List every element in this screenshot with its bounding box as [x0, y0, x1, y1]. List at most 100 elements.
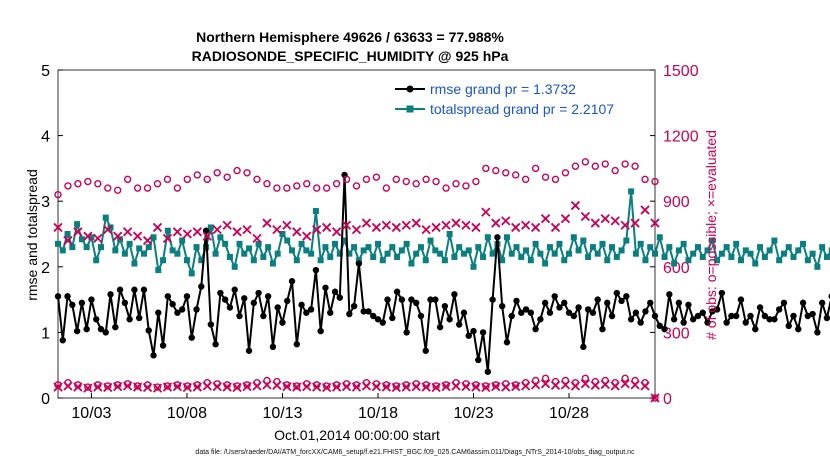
obs-evaluated-point — [580, 211, 590, 222]
obs-evaluated-low-point — [620, 379, 630, 389]
obs-evaluated-point — [361, 218, 372, 228]
rmse-point — [790, 312, 797, 320]
spread-point — [427, 237, 434, 244]
obs-evaluated-low-point — [232, 382, 242, 393]
rmse-point — [135, 314, 143, 322]
obs-evaluated-point — [132, 231, 143, 241]
obs-evaluated-low-point — [73, 382, 83, 392]
legend-spread-marker — [406, 105, 414, 113]
obs-possible-point — [541, 173, 550, 181]
rmse-point — [370, 312, 377, 320]
obs-possible-low-point — [133, 382, 142, 390]
spread-point — [819, 244, 826, 251]
spread-point — [260, 253, 267, 260]
spread-point — [446, 231, 453, 237]
rmse-point — [155, 309, 162, 316]
spread-point — [623, 237, 630, 244]
obs-evaluated-low-point — [93, 382, 103, 392]
obs-evaluated-low-point — [640, 381, 650, 391]
obs-evaluated-point — [650, 218, 660, 228]
obs-possible-point — [163, 175, 172, 184]
spread-point — [561, 257, 568, 264]
rmse-point — [561, 299, 568, 307]
rmse-point — [188, 334, 195, 341]
rmse-point — [647, 299, 654, 307]
spread-point — [308, 250, 315, 257]
obs-possible-low-point — [233, 382, 241, 390]
obs-evaluated-point — [431, 222, 441, 233]
spread-point — [212, 250, 219, 257]
spread-point — [351, 244, 358, 251]
obs-possible-point — [621, 160, 629, 168]
obs-evaluated-point — [292, 227, 302, 237]
obs-evaluated-point — [242, 224, 252, 235]
rmse-point — [226, 304, 234, 311]
obs-possible-point — [462, 182, 470, 190]
obs-possible-point — [332, 180, 341, 188]
spread-point — [699, 253, 706, 260]
obs-evaluated-low-point — [103, 382, 113, 393]
obs-possible-point — [641, 175, 649, 184]
spread-point — [136, 245, 143, 252]
rmse-point — [384, 296, 391, 303]
obs-possible-low-point — [631, 376, 639, 385]
spread-point — [384, 250, 391, 257]
obs-evaluated-point — [521, 220, 531, 230]
rmse-point — [198, 283, 205, 290]
spread-point — [465, 247, 472, 254]
spread-point — [632, 250, 639, 257]
spread-point — [293, 257, 300, 264]
rmse-point — [455, 321, 463, 328]
rmse-point — [288, 278, 296, 285]
rmse-point — [728, 312, 735, 320]
spread-point — [704, 247, 711, 254]
spread-point — [580, 237, 587, 244]
rmse-point — [436, 323, 444, 331]
obs-possible-point — [352, 182, 361, 190]
obs-evaluated-point — [441, 220, 451, 230]
rmse-point — [432, 296, 439, 303]
obs-possible-point — [273, 184, 281, 192]
obs-possible-point — [472, 177, 480, 186]
obs-evaluated-low-point — [83, 383, 93, 393]
spread-point — [131, 260, 138, 267]
rmse-point — [718, 289, 726, 297]
spread-point — [752, 260, 759, 267]
rmse-point — [336, 294, 343, 301]
obs-evaluated-point — [202, 231, 212, 241]
obs-evaluated-low-point — [292, 382, 302, 392]
rmse-point — [771, 316, 778, 323]
rmse-point — [541, 299, 549, 307]
spread-point — [126, 240, 133, 247]
rmse-point — [293, 341, 300, 348]
obs-evaluated-point — [411, 218, 421, 228]
obs-evaluated-low-point — [540, 379, 551, 389]
rmse-point — [83, 325, 90, 333]
rmse-point — [236, 312, 243, 320]
spread-point — [207, 224, 214, 231]
obs-evaluated-point — [590, 218, 600, 228]
spread-point — [709, 237, 716, 244]
spread-point — [64, 231, 71, 237]
spread-point — [422, 257, 429, 264]
spread-point — [790, 253, 797, 260]
spread-point — [403, 240, 410, 247]
rmse-point — [522, 306, 530, 313]
obs-evaluated-point — [172, 227, 183, 237]
spread-point — [188, 270, 195, 277]
rmse-point — [551, 293, 558, 300]
rmse-point — [408, 296, 415, 303]
obs-evaluated-low-point — [590, 380, 600, 390]
legend-box — [392, 79, 642, 119]
spread-point — [637, 240, 644, 247]
plot-frame — [57, 69, 656, 399]
obs-evaluated-point — [391, 222, 401, 233]
obs-evaluated-low-point — [252, 381, 262, 391]
rmse-point — [374, 316, 382, 323]
spread-point — [809, 250, 816, 257]
spread-point — [618, 247, 625, 254]
rmse-point — [775, 306, 783, 313]
obs-evaluated-low-point — [222, 382, 232, 392]
rmse-point — [451, 291, 458, 298]
rmse-point — [393, 288, 401, 295]
